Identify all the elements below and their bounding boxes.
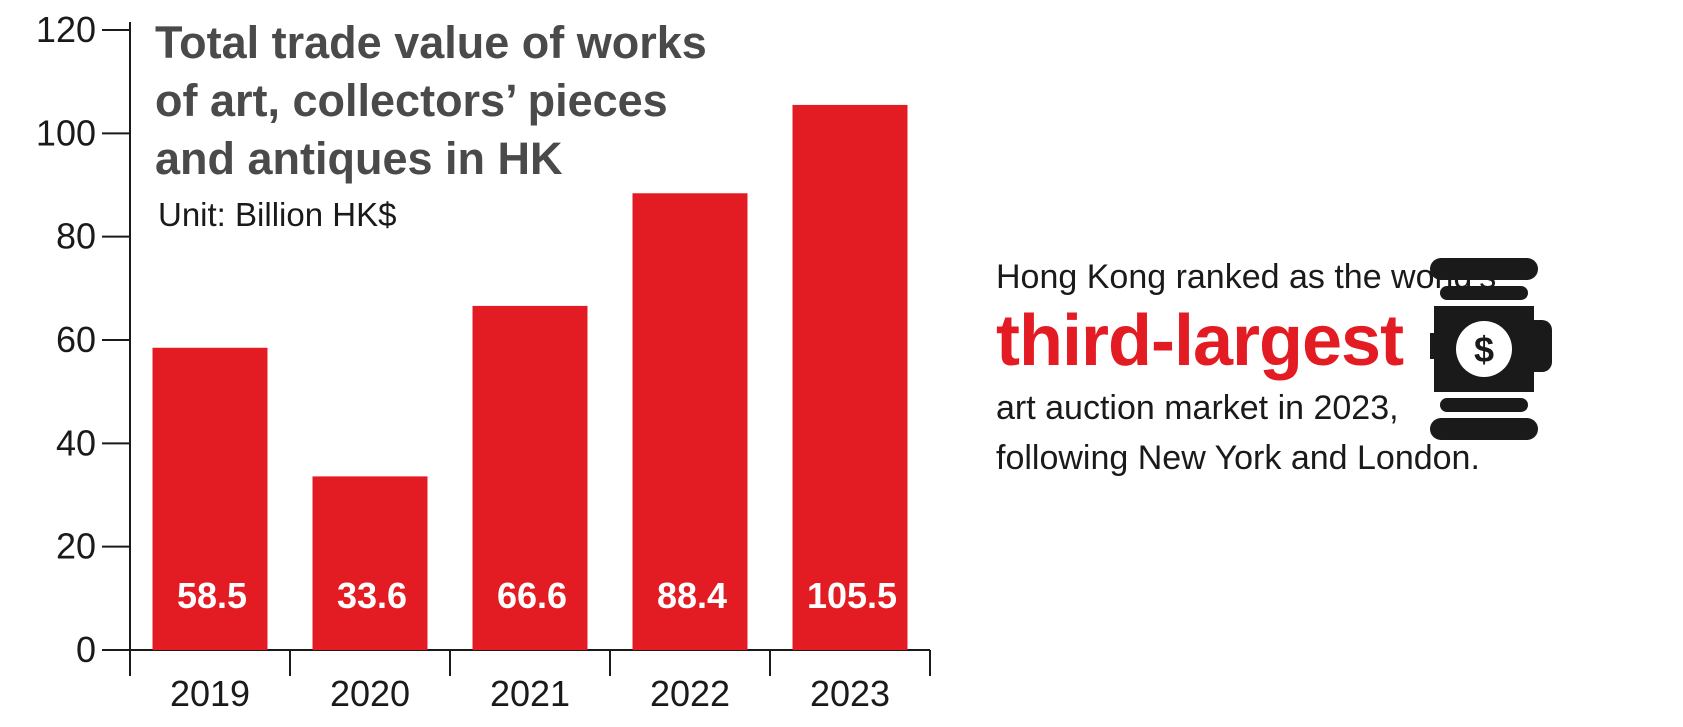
gavel-coin — [1456, 321, 1512, 377]
ranking-callout: Hong Kong ranked as the world’s third-la… — [996, 258, 1496, 481]
dollar-sign-icon: $ — [1474, 329, 1494, 370]
y-tick-label-20: 20 — [56, 526, 96, 567]
bar-2021 — [472, 305, 588, 650]
gavel-side-cap — [1516, 320, 1552, 372]
bar-value-label-2020: 33.6 — [337, 575, 407, 616]
callout-highlight-text: third-largest — [996, 301, 1404, 381]
y-tick-label-100: 100 — [36, 112, 96, 153]
bar-2019 — [152, 347, 268, 650]
chart-title-line-3: and antiques in HK — [155, 133, 563, 184]
bar-value-label-2019: 58.5 — [177, 575, 247, 616]
gavel-top-band — [1440, 286, 1528, 300]
x-tick-label-2023: 2023 — [810, 673, 890, 714]
bar-value-label-2021: 66.6 — [497, 575, 567, 616]
chart-unit-label: Unit: Billion HK$ — [158, 196, 397, 233]
chart-title: Total trade value of works of art, colle… — [155, 14, 707, 188]
callout-tail-line-2: following New York and London. — [996, 439, 1480, 477]
gavel-bottom-band — [1440, 398, 1528, 412]
x-tick-label-2021: 2021 — [490, 673, 570, 714]
callout-lead-text: Hong Kong ranked as the world’s — [996, 258, 1497, 296]
gavel-bottom-ring — [1430, 418, 1538, 440]
y-tick-label-80: 80 — [56, 216, 96, 257]
auction-gavel-icon: $ — [1430, 258, 1552, 440]
bar-value-label-2023: 105.5 — [807, 575, 897, 616]
gavel-top-ring — [1430, 258, 1538, 280]
bar-2023 — [792, 104, 908, 650]
chart-title-line-1: Total trade value of works — [155, 17, 707, 68]
y-tick-label-40: 40 — [56, 422, 96, 463]
y-tick-label-60: 60 — [56, 319, 96, 360]
x-tick-label-2019: 2019 — [170, 673, 250, 714]
bar-chart: 0 20 40 60 80 100 120 58.5 2019 33.6 2020 66.6 2021 8… — [36, 9, 931, 714]
bar-value-label-2022: 88.4 — [657, 575, 727, 616]
y-tick-label-0: 0 — [76, 629, 96, 670]
callout-tail-line-1: art auction market in 2023, — [996, 389, 1399, 427]
x-tick-label-2020: 2020 — [330, 673, 410, 714]
y-tick-label-120: 120 — [36, 9, 96, 50]
bar-2020 — [312, 476, 428, 650]
x-tick-label-2022: 2022 — [650, 673, 730, 714]
bar-2022 — [632, 193, 748, 650]
chart-title-line-2: of art, collectors’ pieces — [155, 75, 668, 126]
